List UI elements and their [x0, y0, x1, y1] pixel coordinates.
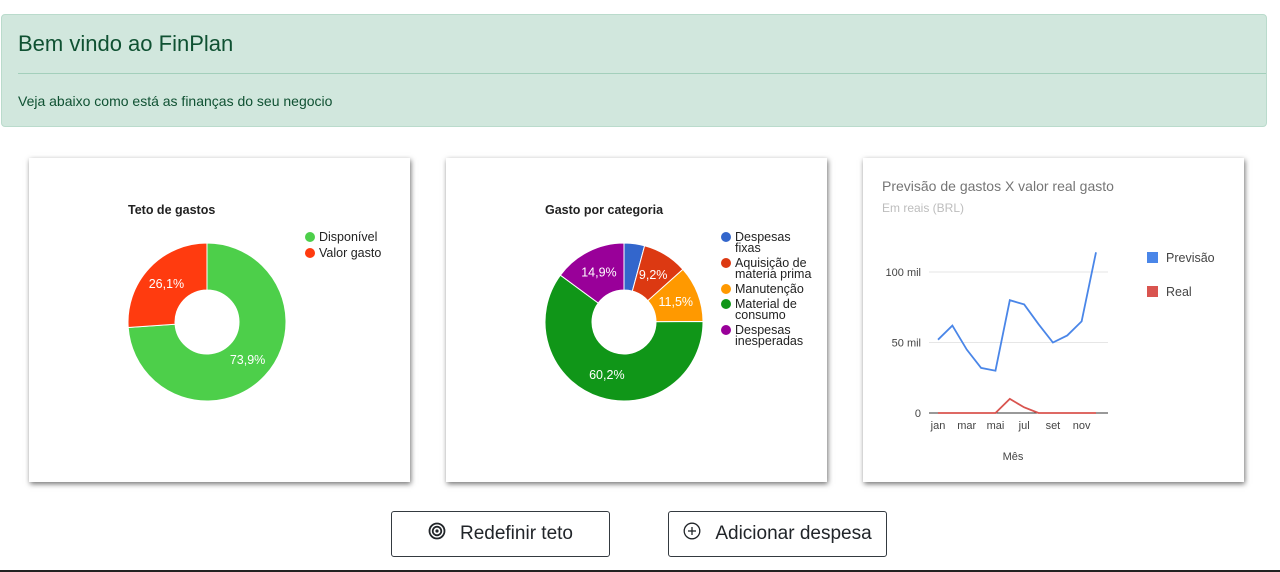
legend-marker-previsao [1147, 252, 1158, 263]
category-donut-chart: Gasto por categoria 9,2% 11,5% 60,2% 14,9% De… [544, 203, 811, 402]
forecast-chart-card: Previsão de gastos X valor real gasto Em … [863, 158, 1244, 482]
y-tick-label: 0 [915, 408, 921, 420]
forecast-line-chart: Previsão de gastos X valor real gasto Em … [882, 178, 1215, 463]
alert-divider [18, 73, 1266, 74]
page-bottom-border [0, 570, 1280, 572]
legend-label-real: Real [1166, 285, 1192, 299]
slice-label-manutencao: 11,5% [659, 295, 694, 309]
legend-label-material-de-consumo: Material de [735, 297, 797, 311]
page-subtitle: Veja abaixo como está as finanças do seu… [18, 93, 333, 109]
slice-label-valor-gasto: 26,1% [149, 277, 184, 291]
slice-valor-gasto [127, 242, 208, 328]
legend-label-material-de-consumo: consumo [735, 308, 786, 322]
slice-material-de-consumo [544, 274, 704, 402]
add-expense-label: Adicionar despesa [715, 523, 872, 544]
x-tick-label: nov [1073, 420, 1091, 432]
legend-marker-aquisicao-de-materia-prima [721, 258, 731, 268]
x-tick-label: jul [1018, 420, 1030, 432]
x-tick-label: set [1046, 420, 1061, 432]
legend-marker-despesas-inesperadas [721, 325, 731, 335]
legend-marker-real [1147, 286, 1158, 297]
add-expense-button[interactable]: Adicionar despesa [668, 511, 887, 557]
legend-label-despesas-fixas: Despesas [735, 230, 791, 244]
legend-label-disponivel: Disponível [319, 230, 377, 244]
legend-label-aquisicao-de-materia-prima: materia prima [735, 267, 811, 281]
slice-disponivel [127, 242, 287, 402]
legend-label-aquisicao-de-materia-prima: Aquisição de [735, 256, 807, 270]
legend-label-despesas-inesperadas: Despesas [735, 323, 791, 337]
legend-marker-material-de-consumo [721, 299, 731, 309]
legend-marker-manutencao [721, 284, 731, 294]
plus-circle-icon [683, 522, 701, 546]
y-tick-label: 50 mil [892, 338, 921, 350]
budget-chart-card: Teto de gastos 73,9% 26,1% Disponível Valor … [29, 158, 410, 482]
budget-donut-chart: Teto de gastos 73,9% 26,1% Disponível Valor … [127, 203, 381, 402]
x-tick-label: mai [987, 420, 1005, 432]
legend-label-despesas-fixas: fixas [735, 241, 761, 255]
welcome-alert: Bem vindo ao FinPlan Veja abaixo como es… [1, 14, 1267, 127]
chart-title: Gasto por categoria [545, 203, 664, 217]
slice-label-aquisicao-de-materia-prima: 9,2% [639, 268, 668, 282]
y-tick-label: 100 mil [886, 267, 921, 279]
slice-label-material-de-consumo: 60,2% [589, 368, 624, 382]
target-icon [428, 522, 446, 546]
reset-budget-button[interactable]: Redefinir teto [391, 511, 610, 557]
series-line-real [938, 397, 1096, 414]
page-title: Bem vindo ao FinPlan [18, 31, 234, 56]
legend-marker-disponivel [305, 232, 315, 242]
legend-marker-despesas-fixas [721, 232, 731, 242]
legend-label-valor-gasto: Valor gasto [319, 246, 381, 260]
category-chart-card: Gasto por categoria 9,2% 11,5% 60,2% 14,9% De… [446, 158, 827, 482]
reset-budget-label: Redefinir teto [459, 523, 573, 544]
slice-despesas-inesperadas [559, 242, 625, 304]
chart-subtitle: Em reais (BRL) [882, 201, 964, 215]
legend-label-despesas-inesperadas: inesperadas [735, 334, 803, 348]
legend-marker-valor-gasto [305, 248, 315, 258]
slice-label-disponivel: 73,9% [230, 353, 265, 367]
x-axis-title: Mês [1003, 451, 1024, 463]
legend-label-previsao: Previsão [1166, 251, 1215, 265]
chart-title: Previsão de gastos X valor real gasto [882, 178, 1114, 194]
x-tick-label: jan [930, 420, 946, 432]
x-tick-label: mar [957, 420, 976, 432]
legend-label-manutencao: Manutenção [735, 282, 804, 296]
series-line-previsao [937, 252, 1097, 372]
slice-label-despesas-inesperadas: 14,9% [581, 265, 616, 279]
chart-title: Teto de gastos [128, 203, 215, 217]
